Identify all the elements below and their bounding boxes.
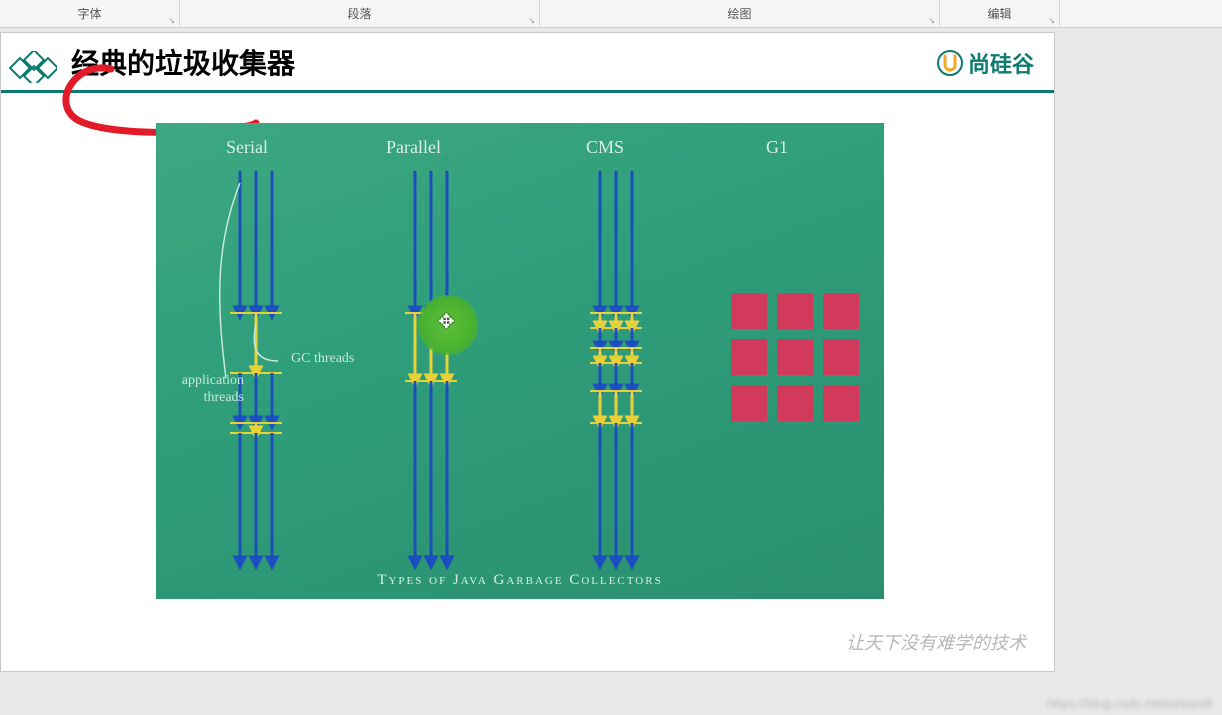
g1-grid	[731, 293, 859, 421]
slide-title: 经典的垃圾收集器	[71, 42, 295, 82]
brand-diamonds-icon	[9, 51, 57, 83]
slide: 经典的垃圾收集器 尚硅谷 application threads GC t	[0, 32, 1055, 672]
diagram-caption: Types of Java Garbage Collectors	[156, 572, 884, 589]
expand-icon[interactable]: ↘	[528, 16, 535, 25]
g1-region	[731, 293, 767, 329]
ribbon-group-编辑[interactable]: 编辑↘	[940, 0, 1060, 27]
label-application-threads: application threads	[154, 373, 244, 407]
brand: 尚硅谷	[936, 47, 1034, 79]
g1-region	[731, 339, 767, 375]
ribbon-group-字体[interactable]: 字体↘	[0, 0, 180, 27]
brand-logo-icon	[936, 49, 964, 77]
g1-region	[823, 293, 859, 329]
g1-region	[731, 385, 767, 421]
slogan: 让天下没有难学的技术	[846, 629, 1026, 655]
col-label-cms: CMS	[586, 137, 624, 158]
gc-diagram: application threads GC threads ✥ Types o…	[156, 123, 884, 599]
col-label-g1: G1	[766, 137, 788, 158]
label-gc-threads: GC threads	[291, 351, 354, 367]
expand-icon[interactable]: ↘	[928, 16, 935, 25]
g1-region	[777, 293, 813, 329]
g1-region	[823, 385, 859, 421]
g1-region	[777, 339, 813, 375]
brand-text: 尚硅谷	[968, 47, 1034, 79]
expand-icon[interactable]: ↘	[168, 16, 175, 25]
expand-icon[interactable]: ↘	[1048, 16, 1055, 25]
ribbon: 字体↘段落↘绘图↘编辑↘	[0, 0, 1222, 28]
ribbon-group-绘图[interactable]: 绘图↘	[540, 0, 940, 27]
col-label-serial: Serial	[226, 137, 268, 158]
slide-header: 经典的垃圾收集器 尚硅谷	[1, 33, 1054, 93]
g1-region	[777, 385, 813, 421]
ribbon-group-段落[interactable]: 段落↘	[180, 0, 540, 27]
move-cursor-icon: ✥	[438, 309, 455, 334]
col-label-parallel: Parallel	[386, 137, 441, 158]
watermark: https://blog.csdn.net/xincen9	[1047, 696, 1212, 711]
g1-region	[823, 339, 859, 375]
